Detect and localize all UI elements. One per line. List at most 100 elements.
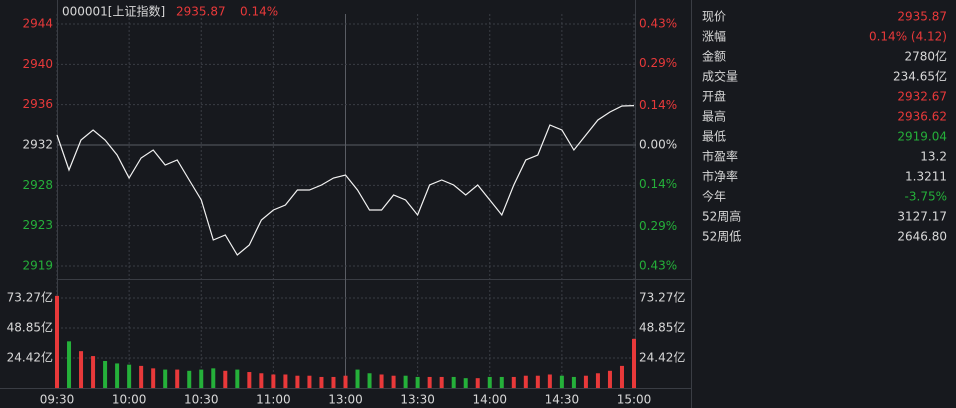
volume-bar bbox=[175, 369, 180, 388]
volume-bar bbox=[271, 374, 276, 388]
quote-label: 52周高 bbox=[702, 209, 741, 224]
y2-tick-label: 0.29% bbox=[639, 56, 677, 70]
header-price: 2935.87 bbox=[176, 5, 226, 19]
volume-bar bbox=[367, 373, 372, 388]
x-tick-label: 10:30 bbox=[184, 393, 219, 407]
y2-tick-label: 0.14% bbox=[639, 177, 677, 191]
quote-value: 2936.62 bbox=[897, 110, 947, 124]
volume-bar bbox=[379, 374, 384, 388]
volume-bar bbox=[67, 341, 72, 388]
quote-label: 金额 bbox=[702, 49, 726, 64]
quote-label: 最低 bbox=[702, 130, 726, 144]
volume-bar bbox=[475, 378, 480, 388]
volume-bar bbox=[247, 372, 252, 388]
volume-bar bbox=[259, 373, 264, 388]
y-tick-label: 2928 bbox=[22, 178, 53, 192]
volume-bar bbox=[187, 370, 192, 388]
volume-bar bbox=[619, 365, 624, 388]
volume-bar bbox=[163, 369, 168, 388]
quote-value: 2932.67 bbox=[897, 90, 947, 104]
volume-bar bbox=[451, 376, 456, 388]
quote-value: 2935.87 bbox=[897, 10, 947, 24]
volume-bar bbox=[343, 375, 348, 388]
volume-bar bbox=[199, 369, 204, 388]
x-tick-label: 13:00 bbox=[328, 393, 363, 407]
volume-bar bbox=[439, 376, 444, 388]
volume-bar bbox=[547, 374, 552, 388]
volume-bar bbox=[235, 369, 240, 388]
volume-bar bbox=[223, 370, 228, 388]
header-change: 0.14% bbox=[240, 5, 278, 19]
volume-bar bbox=[499, 376, 504, 388]
volume-bar bbox=[139, 365, 144, 388]
price-line bbox=[56, 105, 635, 256]
volume-bar bbox=[511, 376, 516, 388]
volume-bar bbox=[403, 375, 408, 388]
x-tick-label: 11:00 bbox=[256, 393, 291, 407]
quote-value: -3.75% bbox=[905, 190, 947, 204]
volume-bar bbox=[571, 376, 576, 388]
y2-tick-label: 0.00% bbox=[639, 138, 677, 152]
volume-bar bbox=[91, 356, 96, 388]
volume-bar bbox=[79, 351, 84, 388]
quote-label: 今年 bbox=[702, 189, 726, 204]
volume-bar bbox=[151, 368, 156, 388]
volume-bar bbox=[331, 376, 336, 388]
volume-bar bbox=[307, 375, 312, 388]
volume-bar bbox=[115, 363, 120, 388]
quote-value: 1.3211 bbox=[905, 170, 947, 184]
volume-bar bbox=[607, 370, 612, 388]
vol-tick-label: 73.27亿 bbox=[639, 290, 685, 305]
y-tick-label: 2932 bbox=[22, 138, 53, 152]
volume-bar bbox=[427, 376, 432, 388]
y-tick-label: 2940 bbox=[22, 57, 53, 71]
quote-value: 0.14% (4.12) bbox=[869, 30, 947, 44]
quote-value: 3127.17 bbox=[897, 210, 947, 224]
quote-value: 2919.04 bbox=[897, 130, 947, 144]
y-tick-label: 2923 bbox=[22, 218, 53, 232]
vol-tick-label: 48.85亿 bbox=[639, 320, 685, 335]
volume-bar bbox=[463, 378, 468, 388]
x-tick-label: 13:30 bbox=[400, 393, 435, 407]
vol-tick-label: 73.27亿 bbox=[7, 290, 53, 305]
volume-bar bbox=[595, 373, 600, 388]
quote-label: 现价 bbox=[702, 10, 726, 24]
volume-bar bbox=[127, 364, 132, 388]
x-tick-label: 14:00 bbox=[472, 393, 507, 407]
x-tick-label: 09:30 bbox=[40, 393, 75, 407]
vol-tick-label: 48.85亿 bbox=[7, 320, 53, 335]
quote-value: 2646.80 bbox=[897, 230, 947, 244]
symbol: 000001[上证指数] bbox=[62, 4, 165, 19]
quote-label: 市盈率 bbox=[702, 149, 738, 164]
x-tick-label: 10:00 bbox=[112, 393, 147, 407]
quote-label: 市净率 bbox=[702, 169, 738, 184]
volume-bar bbox=[583, 375, 588, 388]
quote-value: 234.65亿 bbox=[893, 69, 947, 84]
y-tick-label: 2919 bbox=[22, 259, 53, 273]
quote-label: 52周低 bbox=[702, 230, 741, 244]
volume-bar bbox=[487, 376, 492, 388]
volume-bar bbox=[103, 360, 108, 388]
volume-bar bbox=[319, 376, 324, 388]
volume-bar bbox=[559, 375, 564, 388]
volume-bar bbox=[355, 369, 360, 388]
x-tick-label: 15:00 bbox=[617, 393, 652, 407]
volume-bar bbox=[523, 375, 528, 388]
volume-bar bbox=[55, 295, 59, 388]
x-tick-label: 14:30 bbox=[545, 393, 580, 407]
y2-tick-label: 0.14% bbox=[639, 98, 677, 112]
y2-tick-label: 0.43% bbox=[639, 17, 677, 31]
volume-bar bbox=[415, 376, 420, 388]
quote-label: 涨幅 bbox=[702, 29, 726, 44]
volume-bar bbox=[632, 338, 636, 388]
volume-bar bbox=[295, 375, 300, 388]
volume-bar bbox=[283, 374, 288, 388]
quote-label: 开盘 bbox=[702, 89, 726, 104]
vol-tick-label: 24.42亿 bbox=[7, 350, 53, 365]
quote-label: 成交量 bbox=[702, 69, 738, 84]
vol-tick-label: 24.42亿 bbox=[639, 350, 685, 365]
quote-value: 2780亿 bbox=[904, 49, 947, 64]
quote-value: 13.2 bbox=[920, 150, 947, 164]
